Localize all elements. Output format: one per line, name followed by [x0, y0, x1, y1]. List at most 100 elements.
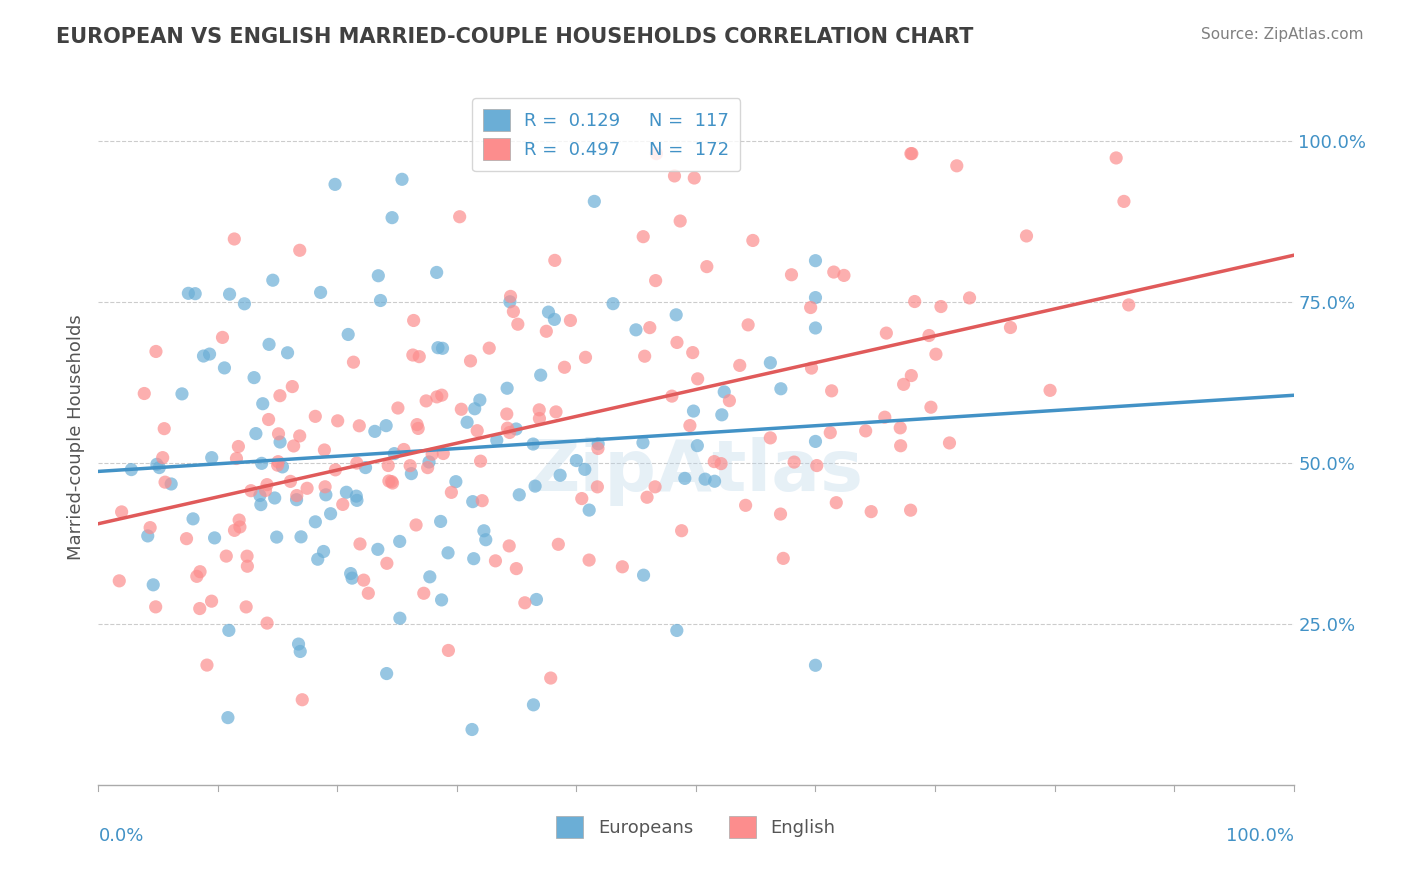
English: [225, 451, 247, 466]
Text: 100.0%: 100.0%: [1226, 827, 1294, 845]
Europeans: [505, 422, 527, 436]
Europeans: [193, 349, 215, 363]
English: [669, 214, 692, 228]
English: [529, 411, 551, 425]
Europeans: [631, 435, 654, 450]
English: [806, 458, 828, 473]
Europeans: [323, 178, 346, 192]
Europeans: [602, 296, 624, 310]
English: [875, 326, 897, 340]
English: [285, 489, 308, 503]
English: [855, 424, 877, 438]
Europeans: [485, 434, 508, 448]
Europeans: [419, 570, 441, 584]
Europeans: [364, 425, 387, 439]
English: [211, 330, 233, 344]
English: [644, 274, 666, 288]
English: [314, 442, 336, 457]
Europeans: [218, 624, 240, 638]
Europeans: [319, 507, 342, 521]
Europeans: [430, 593, 453, 607]
English: [432, 446, 454, 460]
English: [578, 553, 600, 567]
English: [176, 532, 198, 546]
Europeans: [339, 566, 361, 581]
English: [460, 354, 482, 368]
Legend: Europeans, English: Europeans, English: [548, 809, 844, 846]
Europeans: [177, 286, 200, 301]
Europeans: [170, 387, 193, 401]
Europeans: [250, 456, 273, 470]
English: [239, 483, 262, 498]
Europeans: [548, 468, 571, 483]
English: [280, 475, 302, 489]
Europeans: [759, 356, 782, 370]
English: [357, 586, 380, 600]
English: [200, 594, 222, 608]
English: [332, 497, 354, 511]
Europeans: [367, 542, 389, 557]
English: [342, 355, 364, 369]
Text: ZipAtlas: ZipAtlas: [529, 437, 863, 507]
English: [710, 457, 733, 471]
Europeans: [456, 415, 478, 429]
English: [346, 456, 368, 470]
English: [571, 491, 593, 506]
English: [586, 442, 609, 456]
Europeans: [401, 467, 423, 481]
English: [820, 425, 842, 440]
English: [644, 480, 666, 494]
Europeans: [633, 568, 655, 582]
English: [254, 483, 277, 498]
Europeans: [262, 273, 284, 287]
English: [440, 485, 463, 500]
English: [783, 455, 806, 469]
Europeans: [673, 471, 696, 485]
English: [544, 253, 567, 268]
English: [686, 372, 709, 386]
Europeans: [578, 503, 600, 517]
English: [661, 389, 683, 403]
English: [502, 304, 524, 318]
English: [759, 431, 782, 445]
English: [741, 234, 763, 248]
English: [1015, 229, 1038, 244]
English: [498, 425, 520, 440]
English: [664, 169, 686, 183]
Europeans: [370, 293, 392, 308]
English: [506, 317, 529, 331]
Europeans: [243, 370, 266, 384]
Europeans: [429, 515, 451, 529]
English: [553, 360, 575, 375]
Europeans: [245, 426, 267, 441]
English: [683, 171, 706, 186]
English: [728, 359, 751, 373]
English: [513, 596, 536, 610]
English: [890, 439, 912, 453]
English: [291, 692, 314, 706]
Europeans: [375, 418, 398, 433]
English: [381, 476, 404, 491]
English: [145, 344, 167, 359]
Text: EUROPEAN VS ENGLISH MARRIED-COUPLE HOUSEHOLDS CORRELATION CHART: EUROPEAN VS ENGLISH MARRIED-COUPLE HOUSE…: [56, 27, 973, 46]
English: [349, 537, 371, 551]
Europeans: [769, 382, 792, 396]
English: [353, 573, 375, 587]
Europeans: [340, 571, 363, 585]
English: [266, 458, 288, 472]
English: [823, 265, 845, 279]
Europeans: [136, 529, 159, 543]
Europeans: [214, 360, 236, 375]
Europeans: [499, 294, 522, 309]
English: [188, 565, 211, 579]
English: [228, 513, 250, 527]
Europeans: [522, 698, 544, 712]
English: [665, 335, 688, 350]
Europeans: [804, 658, 827, 673]
Europeans: [682, 404, 704, 418]
English: [560, 313, 582, 327]
English: [295, 481, 318, 495]
English: [471, 493, 494, 508]
Europeans: [312, 544, 335, 558]
Europeans: [277, 345, 299, 359]
